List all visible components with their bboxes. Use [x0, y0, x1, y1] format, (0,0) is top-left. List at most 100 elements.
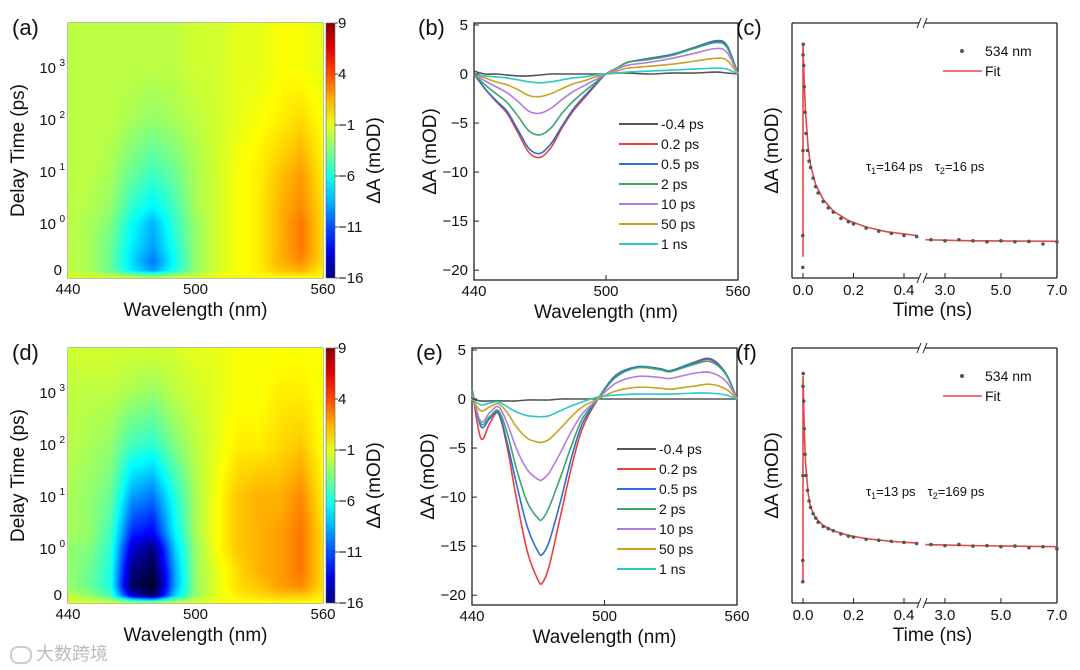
colorbar-tick-label: −16 [338, 270, 363, 287]
axis-break-mark [916, 17, 922, 29]
y-tick-label: 0 [54, 587, 62, 604]
data-point [876, 538, 881, 543]
annotation-t1-val: =164 ps [876, 159, 923, 174]
heatmap-a [68, 23, 323, 278]
colorbar-tick-label: 9 [338, 15, 346, 32]
y-tick-exponent: 1 [59, 487, 65, 498]
colorbar-tick-label: 4 [338, 66, 346, 83]
legend-label: Fit [985, 388, 1001, 404]
y-tick-label: 10 [39, 489, 56, 506]
data-point [801, 42, 806, 47]
x-axis-label: Wavelength (nm) [534, 302, 678, 323]
x-tick-label: 560 [310, 281, 335, 298]
x-tick-label: 560 [310, 606, 335, 623]
data-point [902, 233, 906, 238]
legend-label: 1 ns [661, 236, 687, 252]
y-tick-label: −20 [443, 262, 468, 279]
data-point [811, 511, 815, 516]
x-tick-label: 440 [461, 283, 486, 300]
series-line--0.4ps [473, 70, 739, 77]
data-point [831, 528, 836, 533]
x-tick-label: 0.2 [843, 607, 864, 624]
legend-label: 0.5 ps [659, 481, 697, 497]
colorbar-tick-label: −1 [338, 442, 355, 459]
x-axis-label: Wavelength (nm) [124, 300, 268, 321]
y-axis-label: ΔA (mOD) [418, 433, 439, 520]
axis-break-mark [922, 17, 928, 29]
series-line-10ps [471, 371, 738, 482]
legend-label: -0.4 ps [661, 116, 704, 132]
legend-label: -0.4 ps [659, 441, 702, 457]
y-tick-exponent: 3 [59, 383, 65, 394]
data-point [839, 532, 843, 536]
series-line-2ps [471, 360, 738, 522]
x-tick-label: 5.0 [991, 282, 1012, 299]
data-point [807, 499, 811, 503]
panel-label: (a) [12, 15, 39, 40]
data-point [821, 199, 825, 204]
x-tick-label: 440 [55, 281, 80, 298]
y-tick-label: 0 [54, 262, 62, 279]
data-point [851, 535, 856, 539]
data-point [1055, 240, 1059, 244]
x-tick-label: 0.4 [894, 607, 915, 624]
data-point [943, 543, 947, 548]
x-tick-label: 0.0 [793, 607, 814, 624]
colorbar-tick-label: 9 [338, 340, 346, 357]
legend-point-marker [960, 49, 964, 53]
data-point [801, 473, 805, 478]
x-tick-label: 500 [593, 283, 618, 300]
data-point [826, 526, 831, 531]
legend-label: 0.2 ps [659, 461, 697, 477]
series-line-50ps [473, 57, 739, 98]
data-point [807, 159, 811, 163]
heatmap-d [68, 348, 323, 603]
colorbar-label: ΔA (mOD) [364, 442, 385, 529]
series-line-0.5ps [471, 357, 738, 557]
colorbar [325, 22, 336, 279]
data-point [943, 239, 947, 243]
y-tick-label: 10 [39, 60, 56, 77]
data-point [816, 520, 820, 525]
annotation-t1-sub: 1 [871, 491, 876, 501]
y-tick-exponent: 0 [59, 214, 65, 225]
y-axis-label: ΔA (mOD) [762, 107, 783, 194]
data-point [957, 237, 961, 242]
data-point [957, 542, 961, 547]
data-point [1027, 239, 1031, 244]
series-line-0.5ps [473, 39, 739, 155]
data-point [800, 233, 805, 238]
annotation-t2-val: =16 ps [945, 159, 985, 174]
axis-break-mark [922, 272, 928, 284]
data-point [803, 452, 807, 457]
axis-break-mark [922, 597, 928, 609]
legend-label: Fit [985, 63, 1001, 79]
data-point [801, 384, 805, 389]
x-tick-label: 0.4 [894, 282, 915, 299]
fit-line [802, 375, 917, 582]
lifetime-annotation: τ1=164 ps τ2=16 ps [866, 159, 985, 176]
y-axis-label: ΔA (mOD) [420, 108, 441, 195]
data-point [851, 222, 856, 226]
data-point [826, 206, 831, 210]
data-point [999, 239, 1003, 243]
y-axis-label: ΔA (mOD) [762, 432, 783, 519]
series-line-50ps [471, 383, 738, 444]
data-point [1041, 544, 1045, 549]
x-tick-label: 500 [592, 608, 617, 625]
data-point [816, 191, 820, 195]
x-axis-label: Wavelength (nm) [124, 625, 268, 646]
y-axis-label: Delay Time (ps) [8, 84, 29, 217]
axis-break-mark [916, 272, 922, 284]
annotation-t2: τ [928, 484, 934, 499]
legend-point-marker [960, 374, 964, 378]
colorbar-tick-label: −6 [338, 493, 355, 510]
data-point [805, 148, 810, 153]
y-tick-label: −15 [441, 538, 466, 555]
data-point [1013, 240, 1017, 244]
